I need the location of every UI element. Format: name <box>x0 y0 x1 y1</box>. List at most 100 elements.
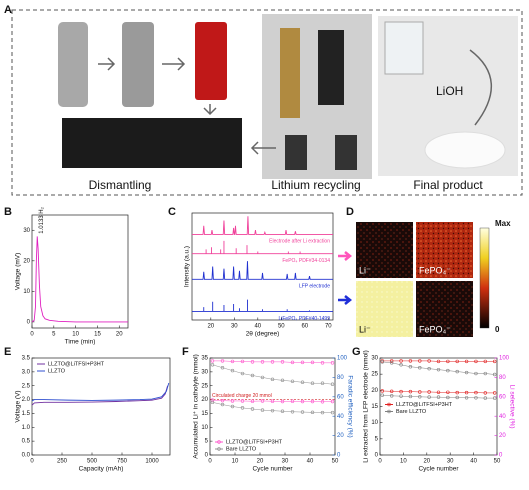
y-tick-label: 25 <box>371 372 378 378</box>
caption: Lithium recycling <box>271 178 360 192</box>
x-tick-label: 10 <box>232 459 239 465</box>
y-tick-label: 0 <box>27 319 31 325</box>
y-tick-label: 0.0 <box>22 453 31 459</box>
y2-tick-label: 100 <box>499 356 510 362</box>
data-point <box>455 359 459 364</box>
data-point <box>390 389 394 394</box>
y-tick-label: 20 <box>371 388 378 394</box>
data-point <box>418 395 422 399</box>
data-point <box>270 360 275 364</box>
y2-tick-label: 40 <box>337 414 344 420</box>
series-line <box>212 399 333 403</box>
y-tick-label: 10 <box>23 289 30 295</box>
data-point <box>464 370 469 375</box>
data-point <box>474 371 478 376</box>
legend-label: Bare LLZTO <box>396 409 427 415</box>
reference-label: Circulated charge 20 mmol <box>212 393 272 399</box>
data-point <box>240 371 245 376</box>
data-point <box>220 398 225 403</box>
photo-beaker <box>384 21 424 75</box>
x-tick-label: 40 <box>254 324 261 330</box>
data-point <box>260 399 265 403</box>
panel-label: A <box>4 4 12 16</box>
y-tick-label: 30 <box>201 369 208 375</box>
series-line <box>192 299 333 312</box>
panel-label: F <box>182 346 189 358</box>
series-label: Electrode after Li extraction <box>269 239 330 245</box>
data-point <box>250 407 255 411</box>
data-point <box>474 359 478 364</box>
data-point <box>483 359 487 364</box>
data-point <box>455 369 459 374</box>
x-tick-label: 15 <box>94 332 101 338</box>
y-tick-label: 35 <box>201 356 208 362</box>
data-point <box>310 381 315 385</box>
data-point <box>418 359 422 363</box>
data-point <box>280 360 285 364</box>
data-point <box>436 390 441 394</box>
x-tick-label: 20 <box>116 332 123 338</box>
x-tick-label: 0 <box>30 332 34 338</box>
y-tick-label: 3.5 <box>22 356 31 362</box>
panel-a-frame <box>11 9 523 196</box>
colorbar-label: 0 <box>495 325 500 334</box>
data-point <box>320 361 325 365</box>
data-point <box>320 410 325 415</box>
x-tick-label: 1000 <box>145 459 159 465</box>
y2-tick-label: 40 <box>499 414 506 420</box>
y-axis-label: Li extracted from LFP electrode (mmol) <box>363 350 370 463</box>
series-line <box>31 236 128 323</box>
y-axis-label: Accumulated Li⁺ in catholyte (mmol) <box>193 354 200 459</box>
map-image <box>356 281 413 337</box>
x-axis-label: Capacity (mAh) <box>79 466 124 473</box>
arrow <box>98 49 492 155</box>
data-point <box>320 381 325 385</box>
data-point <box>399 389 403 394</box>
data-point <box>427 359 431 363</box>
data-point <box>399 363 403 367</box>
series-label: LFP electrode <box>299 284 330 290</box>
y-tick-label: 2.0 <box>22 397 31 403</box>
data-point <box>483 391 487 395</box>
photo-roll <box>195 22 227 100</box>
plot-frame <box>31 357 171 456</box>
x-tick-label: 20 <box>423 459 430 465</box>
data-point <box>408 394 413 399</box>
map-label: FePO₄⁻ <box>419 324 451 334</box>
legend-marker <box>217 447 221 451</box>
data-point <box>230 404 235 409</box>
data-point <box>483 396 487 400</box>
photo-electrode <box>280 28 300 118</box>
data-point <box>310 399 315 404</box>
data-point <box>390 361 394 365</box>
data-point <box>310 410 315 415</box>
y2-tick-label: 20 <box>337 433 344 439</box>
y2-tick-label: 0 <box>337 453 341 459</box>
panel-label: E <box>4 346 11 358</box>
x-tick-label: 30 <box>447 459 454 465</box>
panel-label: C <box>168 206 176 218</box>
data-point <box>492 396 497 400</box>
x-tick-label: 500 <box>87 459 98 465</box>
data-point <box>380 389 385 393</box>
y-tick-label: 15 <box>201 411 208 417</box>
data-point <box>260 375 265 380</box>
y-tick-label: 30 <box>371 356 378 362</box>
data-point <box>464 396 469 400</box>
photo-pump <box>285 135 307 170</box>
data-point <box>310 360 315 365</box>
x-tick-label: 20 <box>257 459 264 465</box>
x-tick-label: 10 <box>400 459 407 465</box>
data-point <box>399 359 403 363</box>
data-point <box>220 359 225 363</box>
data-point <box>455 395 459 400</box>
data-point <box>330 399 335 404</box>
data-point <box>492 359 497 364</box>
data-point <box>330 382 335 386</box>
data-point <box>220 366 225 370</box>
data-point <box>455 390 459 395</box>
data-point <box>270 408 275 413</box>
arrow <box>338 295 353 305</box>
map-label: FePO₄⁻ <box>419 265 451 275</box>
data-point <box>464 359 469 364</box>
